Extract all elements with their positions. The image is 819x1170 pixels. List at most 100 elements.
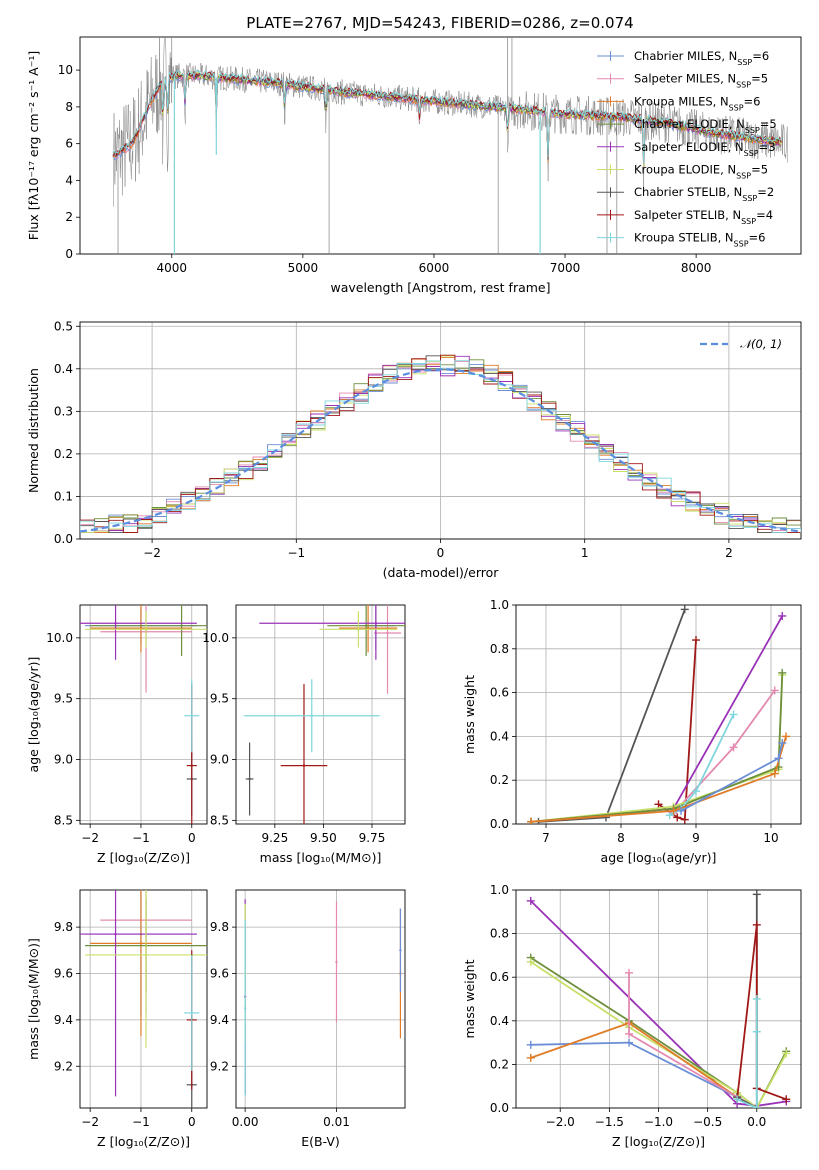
y-tick-label: 9.4 [54, 1013, 73, 1027]
data-point [399, 949, 402, 952]
x-tick-label: 6000 [419, 261, 450, 275]
x-tick-label: 0.01 [323, 1115, 350, 1129]
weight-line [736, 999, 758, 1108]
y-tick-label: 0.0 [54, 532, 73, 546]
y-tick-label: 0.1 [54, 489, 73, 503]
y-tick-label: 0.2 [54, 447, 73, 461]
data-point [144, 953, 148, 957]
x-tick-label: −2 [143, 546, 161, 560]
y-tick-label: 9.6 [54, 966, 73, 980]
y-axis-label: Flux [fλ10⁻¹⁷ erg cm⁻² s⁻¹ A⁻¹] [26, 51, 41, 240]
data-point [248, 777, 251, 781]
model-spectrum [112, 69, 782, 163]
y-tick-label: 9.6 [210, 966, 229, 980]
legend-label: Salpeter MILES, NSSP=5 [634, 72, 768, 90]
y-axis-label: mass weight [462, 675, 477, 754]
x-tick-label: 9.50 [310, 831, 337, 845]
spectrum-lines [112, 37, 789, 254]
x-tick-label: −2 [81, 831, 99, 845]
x-tick-label: 8 [617, 831, 625, 845]
mass_vs_EBV-frame [235, 889, 406, 1109]
age_vs_mass-frame [235, 604, 406, 825]
y-tick-label: 1.0 [490, 598, 509, 612]
spectrum-frame [79, 36, 802, 255]
age_vs_Z-frame [79, 604, 208, 825]
age_vs_mass-points [243, 605, 405, 824]
weight_vs_age-lines [527, 605, 790, 824]
residual-hist [80, 354, 801, 534]
data-point [366, 626, 370, 630]
y-tick-label: 10 [58, 63, 73, 77]
data-point [190, 714, 193, 717]
mass_vs_Z-axes [76, 890, 207, 1112]
y-tick-label: 8.5 [54, 813, 73, 827]
y-tick-label: 9.5 [210, 692, 229, 706]
x-tick-label: −2 [81, 1115, 99, 1129]
age_vs_mass-axes [232, 605, 405, 828]
y-tick-label: 8.5 [210, 813, 229, 827]
spectrum-axes [76, 69, 697, 258]
x-axis-label: Z [log₁₀(Z/Z⊙)] [612, 1134, 705, 1149]
y-tick-label: 9.8 [210, 920, 229, 934]
weight_vs_age-frame [515, 604, 802, 825]
y-axis-label: Normed distribution [26, 368, 41, 493]
data-point [310, 714, 313, 717]
x-tick-label: 2 [725, 546, 733, 560]
data-point [180, 624, 183, 627]
weight-line [530, 736, 787, 823]
y-tick-label: 0.5 [54, 319, 73, 333]
weight_vs_age-axes [512, 604, 801, 828]
x-tick-label: 5000 [288, 261, 319, 275]
mass_vs_Z-frame [79, 889, 208, 1109]
mass_vs_Z-points [80, 890, 207, 1108]
figure-title: PLATE=2767, MJD=54243, FIBERID=0286, z=0… [246, 14, 633, 32]
y-tick-label: 4 [65, 173, 73, 187]
y-tick-label: 0.6 [490, 686, 509, 700]
data-point [114, 932, 117, 936]
weight-line [538, 609, 686, 823]
x-axis-label: E(B-V) [301, 1134, 340, 1149]
legend-label: Kroupa STELIB, NSSP=6 [634, 231, 765, 249]
y-tick-label: 9.8 [54, 920, 73, 934]
y-tick-label: 9.2 [210, 1059, 229, 1073]
y-tick-label: 9.0 [210, 753, 229, 767]
y-tick-label: 9.5 [54, 692, 73, 706]
weight-line [530, 615, 784, 823]
y-tick-label: 0.3 [54, 404, 73, 418]
weight_vs_Z-frame [515, 889, 802, 1109]
y-tick-label: 0.0 [490, 1101, 509, 1115]
y-tick-label: 0.8 [490, 642, 509, 656]
x-tick-label: 9.25 [261, 831, 288, 845]
data-point [190, 764, 193, 767]
y-tick-label: 0.0 [490, 817, 509, 831]
legend-label: Chabrier STELIB, NSSP=2 [634, 185, 774, 203]
y-tick-label: 0.8 [490, 927, 509, 941]
x-tick-label: 10 [763, 831, 778, 845]
y-tick-label: 9.0 [54, 753, 73, 767]
weight-line [530, 672, 784, 823]
y-tick-label: 0.4 [490, 729, 509, 743]
data-point [139, 626, 143, 630]
x-tick-label: 9.75 [359, 831, 386, 845]
y-tick-label: 6 [65, 137, 73, 151]
data-point [386, 631, 389, 635]
x-axis-label: wavelength [Angstrom, rest frame] [330, 280, 550, 295]
y-axis-label: mass weight [462, 959, 477, 1038]
data-point [302, 764, 306, 767]
x-tick-label: 1 [581, 546, 589, 560]
data-point [357, 628, 360, 631]
y-tick-label: 8 [65, 100, 73, 114]
weight-line [530, 1041, 738, 1098]
weight-line [657, 639, 697, 821]
weight-line [669, 714, 735, 816]
x-tick-label: 0 [188, 1115, 196, 1129]
data-point [144, 628, 148, 631]
y-tick-label: 0.2 [490, 773, 509, 787]
y-axis-label: mass [log₁₀(M/M⊙)] [26, 938, 41, 1060]
x-tick-label: 7 [542, 831, 550, 845]
residuals-frame [79, 321, 802, 540]
x-tick-label: 0 [437, 546, 445, 560]
y-tick-label: 0.2 [490, 1057, 509, 1071]
data-point [374, 622, 378, 625]
